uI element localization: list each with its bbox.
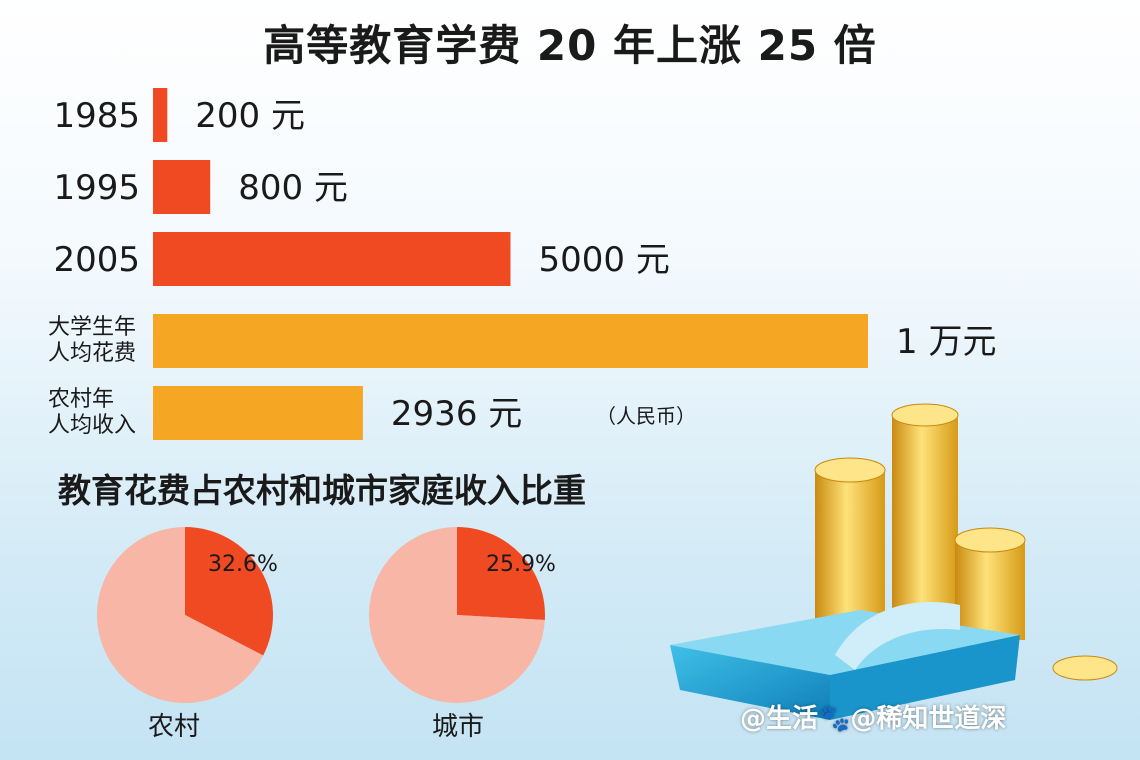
bar-3 xyxy=(153,314,868,368)
coin-stack-left xyxy=(814,457,886,630)
pie-chart-rural xyxy=(96,527,273,703)
category-label-4-line-0: 农村年 xyxy=(48,387,114,412)
value-label-4: 2936 元 xyxy=(391,394,522,434)
book-icon xyxy=(670,602,1020,720)
category-label-3-line-1: 人均花费 xyxy=(48,341,136,366)
chart-title: 高等教育学费 20 年上涨 25 倍 xyxy=(263,21,877,70)
value-label-3: 1 万元 xyxy=(896,322,996,362)
pie-rural-slice-1 xyxy=(96,527,264,703)
bar-0 xyxy=(153,88,168,142)
category-label-4-line-1: 人均收入 xyxy=(48,413,136,438)
category-label-0: 1985 xyxy=(53,96,140,136)
single-coin xyxy=(1052,655,1118,681)
pie-city-slice-1 xyxy=(369,527,545,703)
pie-chart-city xyxy=(369,527,545,703)
pie-rural-label: 农村 xyxy=(148,712,201,742)
pie-group-title: 教育花费占农村和城市家庭收入比重 xyxy=(58,471,586,510)
watermark: @生活🐾@稀知世道深 xyxy=(740,704,1007,734)
pie-rural-slice-0 xyxy=(185,527,273,656)
value-label-2: 5000 元 xyxy=(539,240,670,280)
pie-city-pct-label: 25.9% xyxy=(486,552,556,577)
bar-1 xyxy=(153,160,211,214)
pie-city-label: 城市 xyxy=(432,712,485,742)
category-label-3-line-0: 大学生年 xyxy=(48,315,136,340)
category-label-1: 1995 xyxy=(53,168,140,208)
coin-stack-tall xyxy=(891,403,959,615)
pie-rural-pct-label: 32.6% xyxy=(208,552,278,577)
bar-2 xyxy=(153,232,511,286)
coins-illustration xyxy=(670,403,1118,720)
unit-note: （人民币） xyxy=(596,404,696,428)
bar-4 xyxy=(153,386,363,440)
coin-stack-right xyxy=(954,527,1026,640)
value-label-0: 200 元 xyxy=(195,96,305,136)
pie-city-slice-0 xyxy=(457,527,545,620)
value-label-1: 800 元 xyxy=(238,168,348,208)
category-label-2: 2005 xyxy=(53,240,140,280)
